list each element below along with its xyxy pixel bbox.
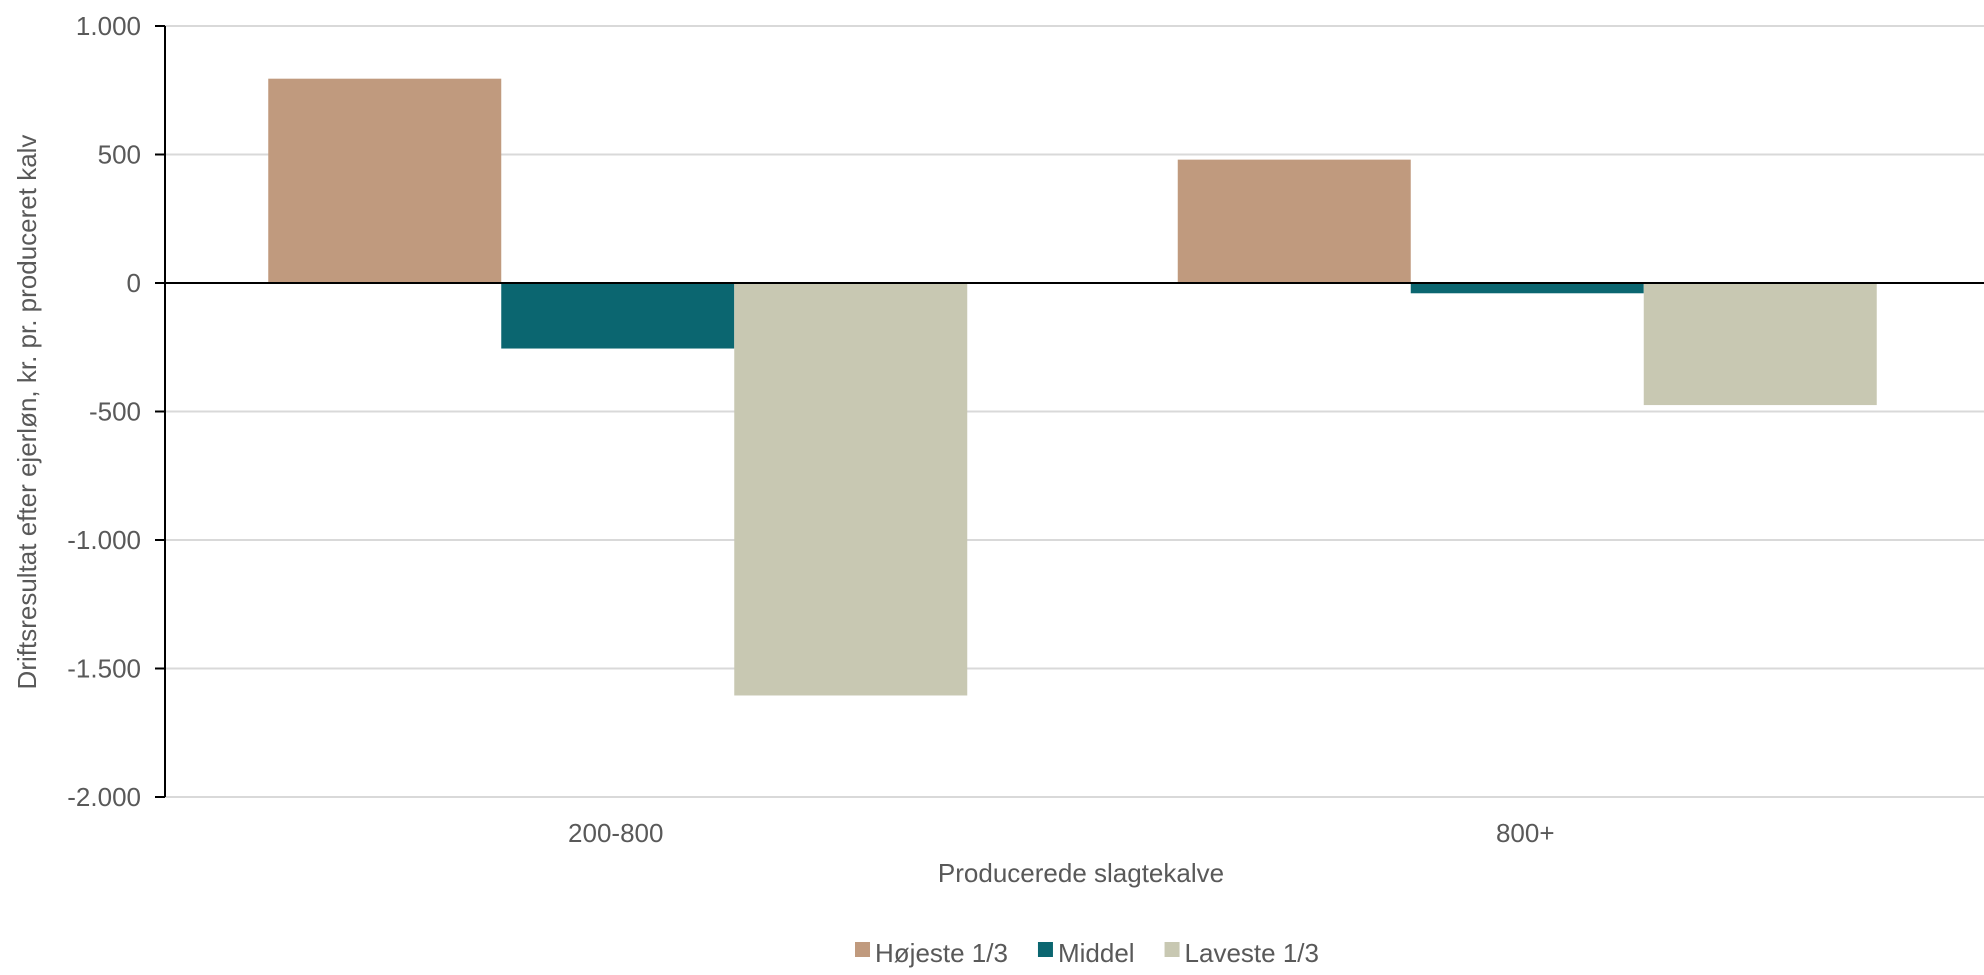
legend-swatch: [1037, 942, 1053, 957]
x-category-label: 200-800: [568, 818, 663, 848]
bars: [268, 78, 1877, 696]
y-tick-label: -1.500: [67, 654, 141, 684]
y-tick-label: 1.000: [76, 11, 141, 41]
bar-middel-800+: [1410, 283, 1644, 294]
axes: [155, 25, 1984, 798]
y-tick-label: 500: [98, 140, 141, 170]
x-category-label: 800+: [1496, 818, 1555, 848]
bar-laveste-1-3-800+: [1643, 283, 1877, 406]
bar-h-jeste-1-3-200-800: [268, 78, 502, 283]
x-axis-title: Producerede slagtekalve: [938, 858, 1224, 888]
legend-swatch: [855, 942, 871, 957]
legend-label: Højeste 1/3: [875, 938, 1008, 968]
legend-swatch: [1164, 942, 1180, 957]
legend: Højeste 1/3 Middel Laveste 1/3: [855, 938, 1319, 968]
legend-label: Laveste 1/3: [1185, 938, 1319, 968]
bar-laveste-1-3-200-800: [734, 283, 968, 696]
y-tick-label: -1.000: [67, 525, 141, 555]
bar-h-jeste-1-3-800+: [1177, 159, 1411, 283]
legend-item: Laveste 1/3: [1164, 938, 1319, 968]
y-tick-label: -500: [89, 397, 141, 427]
bar-middel-200-800: [501, 283, 735, 349]
legend-item: Højeste 1/3: [855, 938, 1008, 968]
y-tick-label: 0: [127, 268, 141, 298]
y-tick-label: -2.000: [67, 782, 141, 812]
x-category-labels: 200-800 800+: [568, 818, 1555, 848]
y-axis-title: Driftsresultat efter ejerløn, kr. pr. pr…: [12, 135, 42, 690]
legend-label: Middel: [1058, 938, 1135, 968]
y-tick-labels: 1.000 500 0 -500 -1.000 -1.500 -2.000: [67, 11, 141, 812]
legend-item: Middel: [1037, 938, 1135, 968]
